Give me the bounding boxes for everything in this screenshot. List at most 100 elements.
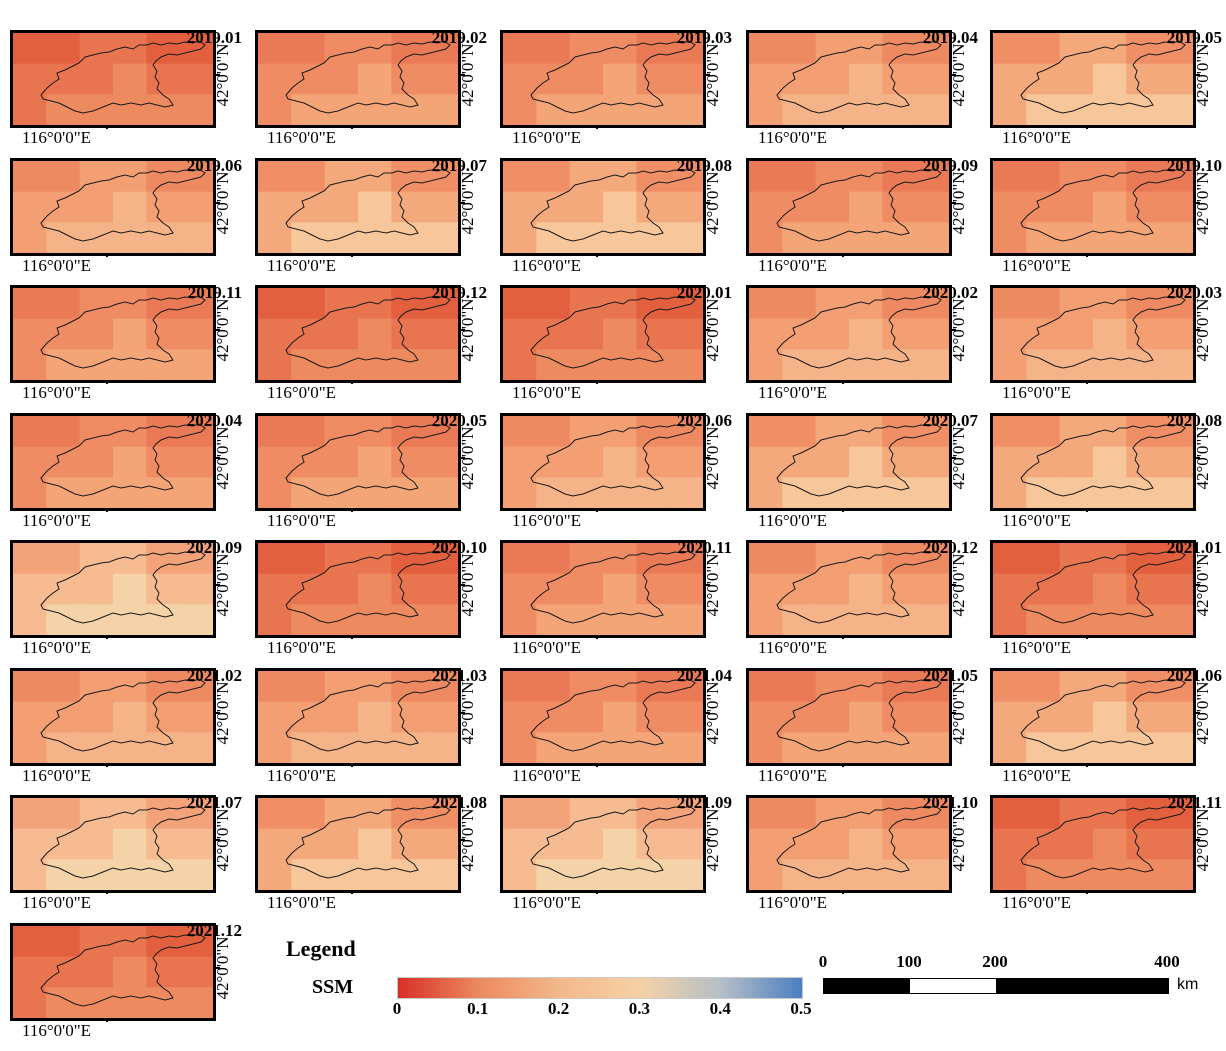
ssm-grid-cell — [915, 701, 949, 733]
lat-label: 42°0'0"N — [949, 298, 968, 362]
lat-label: 42°0'0"N — [458, 680, 477, 745]
basin-outline — [285, 550, 451, 624]
ssm-grid-cell — [291, 221, 326, 253]
ssm-grid-cell — [358, 349, 392, 380]
ssm-grid-cell — [113, 318, 147, 350]
panel-date: 2020.04 — [186, 410, 242, 430]
ssm-grid-cell — [636, 573, 671, 605]
ssm-grid-cell — [46, 828, 81, 860]
ssm-grid-cell — [669, 160, 703, 192]
ssm-raster — [503, 543, 703, 635]
panel-date: 2020.02 — [922, 283, 978, 302]
ssm-grid-cell — [146, 573, 181, 605]
ssm-raster — [258, 288, 458, 380]
lon-label: 116°0'0"E — [267, 383, 337, 402]
ssm-grid-cell — [782, 191, 817, 223]
ssm-grid-cell — [46, 925, 81, 957]
ssm-grid-cell — [46, 288, 81, 320]
ssm-raster — [503, 798, 703, 890]
ssm-grid-cell — [391, 701, 426, 733]
lon-label: 116°0'0"E — [1002, 765, 1072, 785]
ssm-raster — [749, 543, 949, 635]
ssm-grid-cell — [782, 670, 817, 702]
ssm-raster — [258, 415, 458, 508]
ssm-grid-cell — [391, 604, 426, 635]
map-frame — [746, 285, 952, 383]
ssm-grid-cell — [849, 701, 883, 733]
ssm-grid-cell — [815, 701, 850, 733]
ssm-grid-cell — [603, 446, 637, 478]
ssm-grid-cell — [391, 349, 426, 380]
lat-tick — [216, 201, 220, 204]
ssm-grid-cell — [882, 160, 917, 192]
basin-outline — [40, 40, 206, 114]
ssm-grid-cell — [915, 160, 949, 192]
ssm-raster — [13, 288, 213, 380]
lat-tick — [706, 201, 710, 204]
ssm-grid-cell — [391, 446, 426, 478]
basin-outline — [285, 40, 451, 114]
ssm-grid-cell — [291, 731, 326, 763]
ssm-grid-cell — [113, 731, 147, 763]
basin-outline — [530, 805, 696, 879]
ssm-grid-cell — [391, 859, 426, 890]
ssm-grid-cell — [993, 543, 1027, 575]
ssm-grid-cell — [113, 573, 147, 605]
ssm-grid-cell — [1126, 191, 1161, 223]
lat-label: 42°0'0"N — [458, 553, 477, 617]
ssm-grid-cell — [1026, 828, 1061, 860]
ssm-grid-cell — [46, 63, 81, 95]
scale-bar-segment — [996, 979, 1168, 993]
ssm-grid-cell — [915, 828, 949, 860]
ssm-grid-cell — [503, 415, 537, 447]
ssm-raster — [13, 925, 213, 1018]
ssm-grid-cell — [1059, 573, 1094, 605]
ssm-grid-cell — [569, 543, 604, 575]
ssm-grid-cell — [179, 288, 213, 320]
ssm-grid-cell — [1126, 476, 1161, 508]
panel-date: 2021.11 — [1167, 793, 1222, 812]
ssm-grid-cell — [1026, 191, 1061, 223]
basin-outline — [530, 167, 696, 242]
lon-label: 116°0'0"E — [22, 128, 92, 147]
ssm-grid-cell — [324, 191, 359, 223]
lon-label: 116°0'0"E — [267, 638, 337, 657]
ssm-grid-cell — [849, 731, 883, 763]
panel-date: 2020.08 — [1166, 410, 1222, 430]
ssm-grid-cell — [13, 33, 47, 65]
ssm-grid-cell — [503, 543, 537, 575]
ssm-grid-cell — [1059, 191, 1094, 223]
ssm-grid-cell — [179, 543, 213, 575]
ssm-grid-cell — [636, 288, 671, 320]
lat-label: 42°0'0"N — [703, 298, 722, 362]
ssm-grid-cell — [569, 415, 604, 447]
ssm-grid-cell — [669, 798, 703, 830]
ssm-grid-cell — [1026, 798, 1061, 830]
ssm-grid-cell — [291, 288, 326, 320]
basin-outline — [776, 550, 942, 624]
ssm-grid-cell — [1126, 604, 1161, 635]
ssm-grid-cell — [503, 859, 537, 890]
ssm-grid-cell — [1059, 701, 1094, 733]
ssm-grid-cell — [569, 828, 604, 860]
ssm-grid-cell — [749, 573, 783, 605]
ssm-grid-cell — [993, 318, 1027, 350]
lat-tick — [706, 329, 710, 331]
lon-tick — [842, 507, 844, 512]
ssm-grid-cell — [46, 670, 81, 702]
ssm-grid-cell — [146, 986, 181, 1018]
ssm-grid-cell — [358, 318, 392, 350]
ssm-grid-cell — [993, 604, 1027, 635]
ssm-grid-cell — [815, 63, 850, 95]
ssm-grid-cell — [882, 573, 917, 605]
ssm-raster — [258, 798, 458, 890]
ssm-grid-cell — [993, 63, 1027, 95]
basin-outline — [285, 422, 451, 497]
ssm-grid-cell — [503, 349, 537, 380]
colorbar-tick: 0.1 — [467, 999, 489, 1018]
ssm-grid-cell — [915, 798, 949, 830]
ssm-grid-cell — [536, 828, 571, 860]
ssm-grid-cell — [636, 731, 671, 763]
panel-date: 2021.08 — [431, 793, 487, 812]
ssm-grid-cell — [669, 446, 703, 478]
